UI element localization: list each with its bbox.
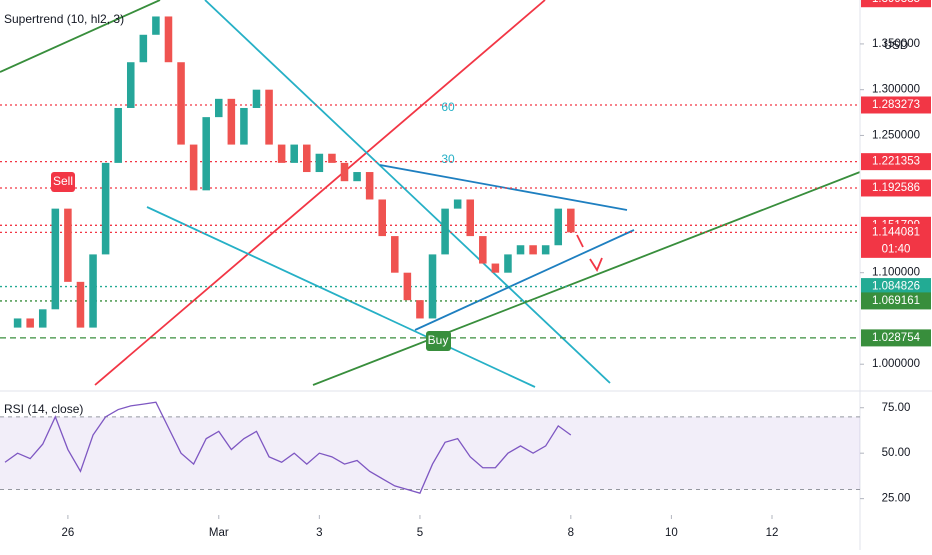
candle: [340, 162, 349, 182]
candle: [51, 208, 60, 310]
drawings: [0, 0, 861, 388]
level-label: 1.192586: [872, 182, 920, 194]
candle: [479, 236, 487, 264]
candle: [126, 62, 135, 108]
candle: [290, 144, 298, 163]
y-tick-label: 1.300000: [872, 84, 920, 96]
candle: [177, 62, 185, 145]
level-badge: [861, 96, 931, 114]
level-badge: [861, 179, 931, 197]
candle: [189, 144, 198, 191]
candle: [76, 281, 85, 328]
buy-badge: [426, 331, 451, 351]
candle: [516, 245, 525, 255]
trendline: [312, 171, 861, 386]
trendline: [94, 0, 546, 386]
level-badge: [861, 153, 931, 171]
rsi-line: [4, 401, 572, 494]
candle: [164, 16, 173, 63]
fib-label: 30: [441, 152, 455, 166]
candle: [139, 34, 148, 63]
x-tick-label: 26: [61, 527, 74, 539]
y-tick-label: 75.00: [882, 402, 911, 414]
candle: [252, 89, 261, 108]
candle: [441, 208, 449, 255]
y-tick-label: 50.00: [882, 447, 911, 459]
level-label: 1.399385: [872, 0, 920, 5]
candle: [215, 98, 223, 118]
x-tick-label: 3: [316, 527, 322, 539]
candle: [13, 318, 22, 328]
candle: [391, 236, 399, 273]
level-timer: 01:40: [882, 243, 911, 255]
level-label: 1.144081: [872, 226, 920, 238]
candle: [265, 89, 273, 145]
candle: [504, 254, 512, 273]
trendline: [0, 0, 161, 73]
candle: [541, 245, 550, 255]
arrow-hint: [576, 234, 603, 272]
trendline: [379, 164, 628, 211]
candle: [529, 245, 537, 255]
y-tick-label: 25.00: [882, 493, 911, 505]
buy-label: Buy: [428, 333, 449, 347]
level-label: 1.283273: [872, 99, 920, 111]
candle: [315, 153, 324, 173]
candle: [26, 318, 34, 328]
candle: [38, 309, 47, 328]
candle: [64, 208, 72, 282]
fib-label: 60: [441, 100, 455, 114]
candle: [328, 153, 336, 163]
trendline: [414, 229, 635, 331]
level-badge: [861, 0, 931, 8]
candle: [202, 117, 210, 191]
candle: [378, 199, 386, 237]
x-tick-label: Mar: [209, 527, 229, 539]
x-tick-label: 8: [568, 527, 574, 539]
rsi-label: RSI (14, close): [4, 402, 83, 416]
candle: [240, 107, 248, 145]
indicator-label: Supertrend (10, hl2, 3): [4, 12, 124, 26]
candle: [303, 144, 311, 173]
level-label: 1.069161: [872, 295, 920, 307]
candle: [491, 263, 500, 273]
candle: [365, 172, 374, 200]
level-badge: [861, 292, 931, 310]
candle: [567, 208, 575, 233]
candle: [453, 199, 462, 209]
trendline: [204, 0, 611, 384]
y-tick-label: 1.250000: [872, 129, 920, 141]
sell-label: Sell: [53, 174, 73, 188]
candle: [466, 199, 475, 237]
candle: [416, 300, 424, 319]
x-tick-label: 12: [766, 527, 779, 539]
y-tick-label: 1.100000: [872, 267, 920, 279]
candle: [277, 144, 286, 163]
candle: [114, 107, 122, 163]
x-tick-label: 10: [665, 527, 678, 539]
candle: [428, 254, 437, 319]
candle: [403, 272, 412, 301]
sell-badge: [51, 172, 75, 192]
currency: USD: [884, 40, 908, 52]
level-badge: [861, 329, 931, 347]
level-label: 1.084826: [872, 281, 920, 293]
candle: [554, 208, 563, 246]
rsi-band: [0, 416, 860, 490]
level-label: 1.221353: [872, 156, 920, 168]
candle: [89, 254, 97, 328]
y-tick-label: 1.350000: [872, 38, 920, 50]
level-badge: [861, 278, 931, 296]
y-tick-label: 1.000000: [872, 358, 920, 370]
candle: [101, 162, 110, 255]
candle: [353, 172, 361, 182]
level-badge: [861, 223, 931, 258]
candle: [152, 16, 160, 35]
candle: [227, 98, 236, 145]
x-tick-label: 5: [417, 527, 423, 539]
trendline: [146, 206, 536, 388]
level-label: 1.028754: [872, 332, 921, 344]
